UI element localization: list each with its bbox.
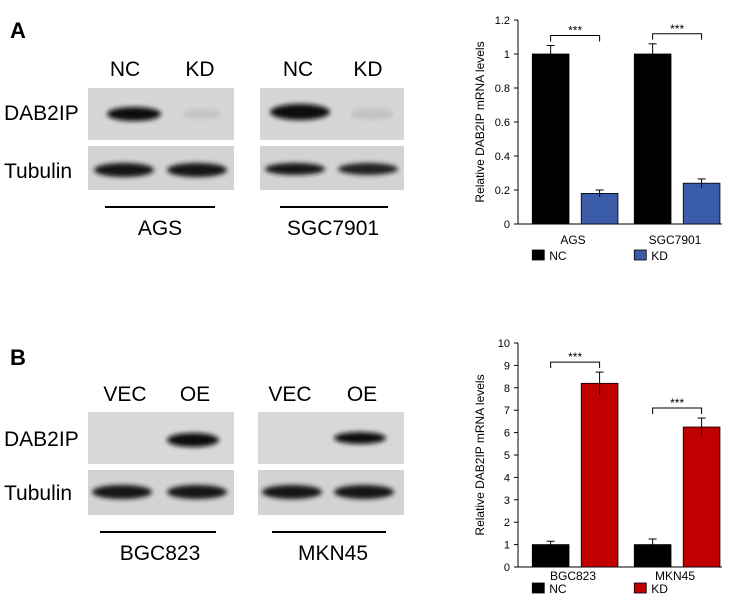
blot xyxy=(88,412,404,533)
row-label: DAB2IP xyxy=(4,102,79,125)
y-tick-label: 0.6 xyxy=(495,117,510,129)
y-tick-label: 1.2 xyxy=(495,15,510,27)
y-tick-label: 1 xyxy=(504,540,510,552)
y-tick-label: 1 xyxy=(504,49,510,61)
significance-label: *** xyxy=(568,350,582,364)
y-tick-label: 2 xyxy=(504,517,510,529)
x-tick-label: BGC823 xyxy=(550,569,596,583)
legend-label: NC xyxy=(549,249,567,263)
significance-label: *** xyxy=(568,24,582,38)
cell-line: SGC7901 xyxy=(287,217,379,240)
y-tick-label: 0.2 xyxy=(495,185,510,197)
y-tick-label: 8 xyxy=(504,383,510,395)
y-tick-label: 0 xyxy=(504,562,510,574)
bar xyxy=(580,382,619,568)
legend-swatch xyxy=(531,582,545,594)
lane-label: KD xyxy=(353,58,382,81)
significance-bracket xyxy=(652,407,703,415)
blot xyxy=(88,88,404,208)
row-label: Tubulin xyxy=(4,482,72,505)
lane-label: OE xyxy=(180,383,210,406)
y-axis-label: Relative DAB2IP mRNA levels xyxy=(473,374,487,535)
lane-label: VEC xyxy=(268,383,311,406)
lane-label: NC xyxy=(283,58,313,81)
bar xyxy=(580,192,619,225)
bar xyxy=(682,182,721,225)
cell-line: BGC823 xyxy=(120,542,201,565)
y-tick-label: 5 xyxy=(504,450,510,462)
legend-swatch xyxy=(633,582,647,594)
row-label: DAB2IP xyxy=(4,428,79,451)
legend-label: KD xyxy=(651,249,668,263)
y-tick-label: 0 xyxy=(504,219,510,231)
lane-label: VEC xyxy=(103,383,146,406)
row-label: Tubulin xyxy=(4,160,72,183)
significance-bracket xyxy=(652,33,703,40)
x-tick-label: AGS xyxy=(560,233,585,247)
significance-label: *** xyxy=(670,396,684,410)
panel-letter: B xyxy=(10,345,26,370)
y-tick-label: 4 xyxy=(504,472,510,484)
bar xyxy=(633,53,672,225)
y-tick-label: 9 xyxy=(504,360,510,372)
lane-label: OE xyxy=(347,383,377,406)
x-tick-label: MKN45 xyxy=(655,569,695,583)
panel-letter: A xyxy=(10,18,26,43)
cell-line: AGS xyxy=(138,217,182,240)
legend-label: NC xyxy=(549,582,567,596)
legend-swatch xyxy=(633,249,647,261)
cell-line: MKN45 xyxy=(298,542,368,565)
legend-swatch xyxy=(531,249,545,261)
y-tick-label: 6 xyxy=(504,428,510,440)
x-tick-label: SGC7901 xyxy=(649,233,702,247)
significance-label: *** xyxy=(670,22,684,36)
y-tick-label: 0.4 xyxy=(495,151,510,163)
y-tick-label: 0.8 xyxy=(495,83,510,95)
bar xyxy=(682,426,721,568)
y-tick-label: 7 xyxy=(504,405,510,417)
significance-bracket xyxy=(550,35,601,42)
lane-label: KD xyxy=(185,58,214,81)
y-axis-label: Relative DAB2IP mRNA levels xyxy=(473,41,487,202)
significance-bracket xyxy=(550,361,601,369)
bar xyxy=(531,53,570,225)
y-tick-label: 3 xyxy=(504,495,510,507)
lane-label: NC xyxy=(110,58,140,81)
y-tick-label: 10 xyxy=(498,338,510,350)
legend-label: KD xyxy=(651,582,668,596)
